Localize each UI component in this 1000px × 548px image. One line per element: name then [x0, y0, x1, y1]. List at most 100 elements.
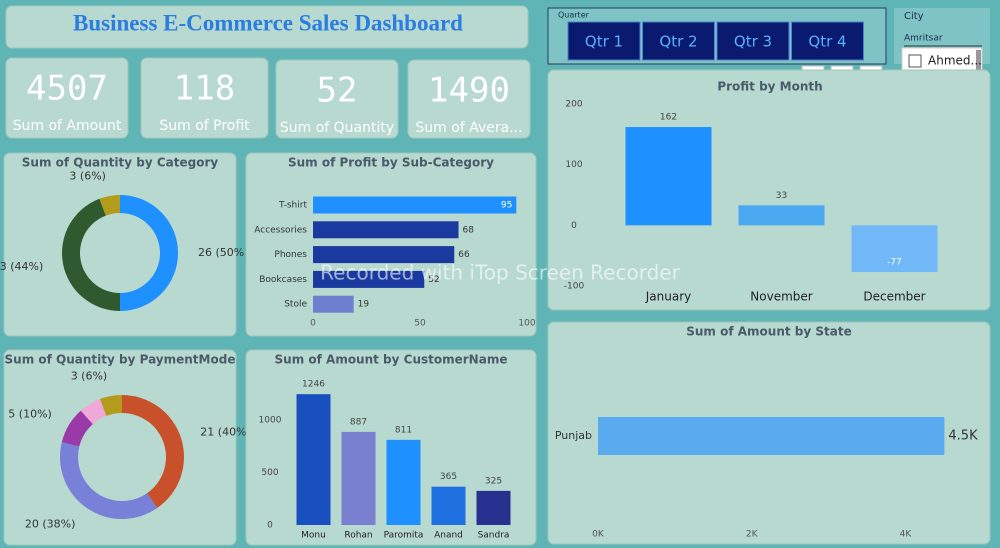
- data-label: 4.5K: [948, 429, 978, 444]
- chart-title: Sum of Amount by CustomerName: [275, 353, 508, 367]
- x-tick-label: Rohan: [344, 531, 372, 541]
- data-label: 3 (6%): [69, 169, 106, 182]
- y-tick-label: 1000: [259, 416, 282, 426]
- slicer-title: Quarter: [558, 11, 590, 20]
- data-label: 68: [463, 225, 475, 235]
- bar: [431, 486, 466, 525]
- checkbox[interactable]: [908, 54, 922, 68]
- x-tick-label: 2K: [746, 530, 759, 540]
- bar: [386, 439, 421, 525]
- x-tick-label: Paromita: [384, 531, 424, 541]
- bar: [313, 221, 459, 239]
- x-tick-label: Anand: [434, 531, 463, 541]
- donut-slice: [100, 395, 122, 416]
- x-tick-label: 100: [518, 319, 535, 329]
- donut-slice: [99, 195, 120, 216]
- kpi-card: [275, 59, 399, 139]
- quarter-label: Qtr 1: [585, 33, 623, 51]
- bar: [313, 270, 425, 288]
- x-tick-label: 0K: [592, 530, 605, 540]
- kpi-value: 4507: [26, 69, 108, 109]
- data-label: 5 (10%): [8, 408, 52, 421]
- donut-slice: [120, 195, 178, 311]
- data-label: 887: [350, 417, 367, 427]
- chart-panel: [3, 152, 237, 337]
- quarter-button[interactable]: [716, 21, 790, 61]
- y-tick-label: 200: [565, 100, 582, 110]
- data-label: 811: [395, 425, 412, 435]
- bar: [313, 196, 517, 214]
- category-label: Phones: [274, 250, 307, 260]
- chart-panel: [3, 349, 237, 546]
- quarter-button[interactable]: [567, 21, 641, 61]
- data-label: 365: [440, 472, 457, 482]
- bar: [625, 127, 712, 226]
- data-label: 26 (50%): [198, 246, 249, 259]
- x-tick-label: 0: [310, 319, 316, 329]
- data-label: 23 (44%): [0, 260, 43, 273]
- data-label: 1246: [302, 380, 325, 390]
- kpi-label: Sum of Avera...: [415, 120, 522, 136]
- bar: [598, 417, 945, 455]
- quarter-button[interactable]: [642, 21, 715, 61]
- data-label: 3 (6%): [71, 369, 108, 382]
- kpi-card: [140, 57, 269, 139]
- x-tick-label: 50: [414, 319, 426, 329]
- kpi-value: 118: [174, 69, 235, 109]
- x-tick-label: 4K: [900, 530, 913, 540]
- y-tick-label: 0: [267, 521, 273, 531]
- donut-slice: [122, 394, 185, 509]
- bar: [341, 431, 376, 525]
- chart-title: Profit by Month: [717, 80, 822, 94]
- category-label: Stole: [284, 300, 307, 310]
- bar: [313, 246, 455, 264]
- chart-title: Sum of Amount by State: [686, 325, 852, 339]
- data-label: 162: [660, 113, 677, 123]
- kpi-label: Sum of Quantity: [280, 120, 394, 136]
- donut-slice: [59, 442, 158, 519]
- kpi-label: Sum of Amount: [13, 118, 122, 134]
- x-tick-label: January: [645, 290, 692, 304]
- dashboard-title: Business E-Commerce Sales Dashboard: [73, 10, 463, 35]
- data-label: 52: [428, 275, 439, 285]
- kpi-value: 52: [317, 71, 358, 111]
- data-label: 95: [501, 201, 512, 211]
- data-label: 21 (40%): [200, 426, 251, 439]
- kpi-value: 1490: [428, 71, 510, 111]
- quarter-label: Qtr 4: [808, 33, 846, 51]
- slicer-title: City: [904, 11, 924, 22]
- data-label: 33: [776, 191, 787, 201]
- quarter-button[interactable]: [791, 21, 864, 61]
- kpi-card: [407, 59, 531, 139]
- data-label: -77: [887, 258, 902, 268]
- data-label: 19: [358, 300, 370, 310]
- donut-slice: [61, 410, 93, 447]
- x-tick-label: Monu: [301, 531, 326, 541]
- title-panel: [5, 5, 529, 49]
- quarter-label: Qtr 2: [659, 33, 697, 51]
- donut-slice: [61, 198, 120, 311]
- chart-title: Sum of Profit by Sub-Category: [288, 156, 494, 170]
- category-label: Punjab: [555, 429, 592, 442]
- bar: [313, 295, 354, 313]
- chart-title: Sum of Quantity by PaymentMode: [5, 353, 236, 367]
- category-label: Accessories: [254, 225, 307, 235]
- city-option: Ahmed...: [928, 54, 982, 68]
- dropdown-value[interactable]: Amritsar: [904, 34, 943, 44]
- category-label: Bookcases: [259, 275, 307, 285]
- y-tick-label: 0: [571, 221, 577, 231]
- kpi-card: [5, 57, 129, 139]
- data-label: 20 (38%): [25, 517, 76, 530]
- x-tick-label: December: [863, 290, 925, 304]
- donut-slice: [80, 399, 107, 425]
- category-label: T-shirt: [278, 201, 308, 211]
- y-tick-label: -100: [564, 282, 585, 292]
- y-tick-label: 500: [261, 468, 278, 478]
- bar: [296, 394, 331, 525]
- data-label: 66: [458, 250, 470, 260]
- y-tick-label: 100: [565, 160, 582, 170]
- bar: [851, 225, 938, 273]
- bar: [476, 490, 511, 525]
- bar: [738, 205, 825, 226]
